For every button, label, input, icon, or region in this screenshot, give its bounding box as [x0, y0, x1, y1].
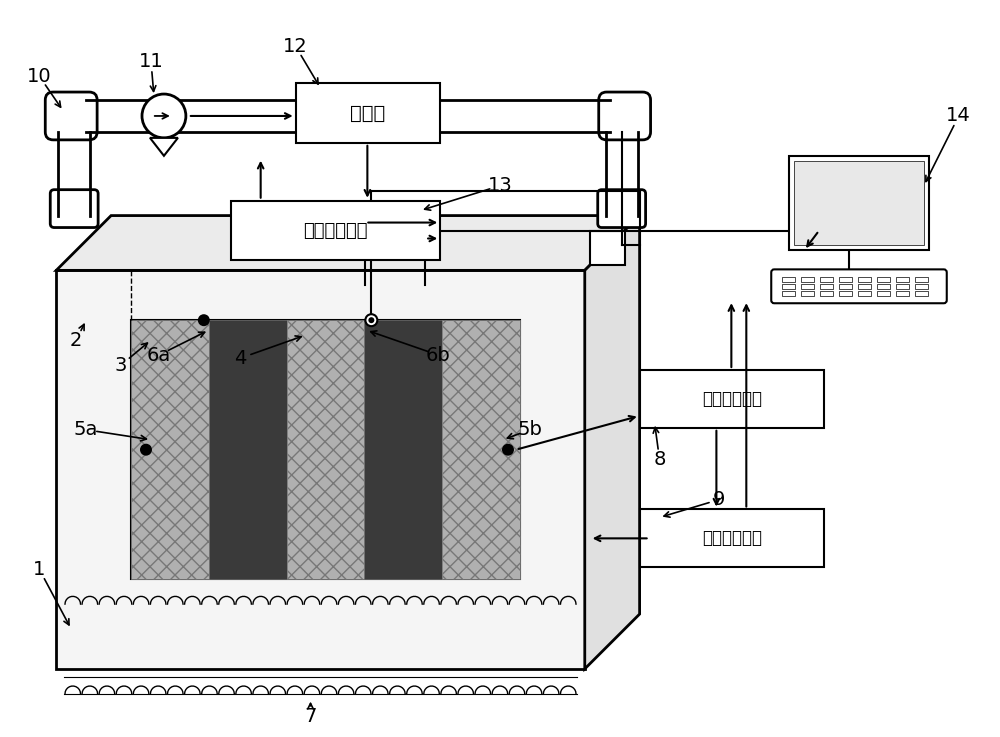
Bar	[56, 270, 585, 669]
Bar	[801, 277, 814, 282]
Polygon shape	[56, 216, 640, 270]
Polygon shape	[585, 216, 640, 669]
Circle shape	[142, 94, 186, 138]
Circle shape	[502, 444, 514, 455]
Text: 10: 10	[27, 66, 52, 85]
Bar	[877, 284, 890, 290]
Bar	[839, 284, 852, 290]
Bar	[640, 370, 824, 427]
Text: 6a: 6a	[147, 346, 171, 365]
Bar	[877, 277, 890, 282]
Text: 7: 7	[304, 708, 317, 726]
Bar	[640, 509, 824, 567]
Bar	[801, 291, 814, 296]
Bar	[794, 161, 924, 245]
Bar	[782, 284, 795, 290]
Text: 2: 2	[70, 331, 82, 349]
Bar	[287, 320, 364, 579]
Text: 6b: 6b	[426, 346, 451, 365]
Text: 5a: 5a	[74, 420, 98, 439]
Bar	[590, 231, 625, 265]
Bar	[296, 83, 440, 143]
FancyBboxPatch shape	[45, 92, 97, 140]
Text: 湿度控制系统: 湿度控制系统	[303, 222, 368, 240]
Text: 3: 3	[115, 355, 127, 374]
Polygon shape	[150, 138, 178, 156]
Bar	[820, 277, 833, 282]
Circle shape	[198, 314, 210, 326]
Text: 11: 11	[139, 52, 163, 71]
Bar	[364, 320, 442, 579]
Text: 8: 8	[653, 450, 666, 469]
Bar	[209, 320, 287, 579]
Bar	[231, 200, 440, 260]
Bar	[896, 284, 909, 290]
Bar	[782, 291, 795, 296]
Text: 加湿器: 加湿器	[350, 103, 385, 122]
Bar	[915, 291, 928, 296]
Bar	[820, 284, 833, 290]
Bar	[896, 277, 909, 282]
FancyBboxPatch shape	[599, 92, 651, 140]
Circle shape	[365, 314, 377, 326]
Bar	[858, 284, 871, 290]
Bar	[131, 320, 209, 579]
FancyBboxPatch shape	[771, 270, 947, 303]
Bar	[820, 291, 833, 296]
Text: 9: 9	[713, 490, 726, 509]
FancyBboxPatch shape	[598, 189, 646, 228]
Text: 14: 14	[946, 106, 971, 125]
Text: 4: 4	[235, 349, 247, 368]
Bar	[131, 320, 520, 579]
Text: 5b: 5b	[517, 420, 542, 439]
Bar	[839, 291, 852, 296]
Bar	[915, 277, 928, 282]
Bar	[915, 284, 928, 290]
Bar	[858, 291, 871, 296]
Text: 13: 13	[488, 176, 512, 195]
Bar	[442, 320, 520, 579]
Text: 介电谱测试仪: 介电谱测试仪	[702, 390, 762, 408]
Bar	[858, 277, 871, 282]
Bar	[839, 277, 852, 282]
FancyBboxPatch shape	[50, 189, 98, 228]
Bar	[782, 277, 795, 282]
Bar	[877, 291, 890, 296]
Bar	[801, 284, 814, 290]
Bar	[896, 291, 909, 296]
Text: 1: 1	[33, 559, 45, 579]
Text: 温度控制系统: 温度控制系统	[702, 529, 762, 548]
Text: 12: 12	[283, 37, 308, 56]
Circle shape	[368, 317, 374, 323]
Bar	[789, 156, 929, 251]
Circle shape	[140, 444, 152, 455]
